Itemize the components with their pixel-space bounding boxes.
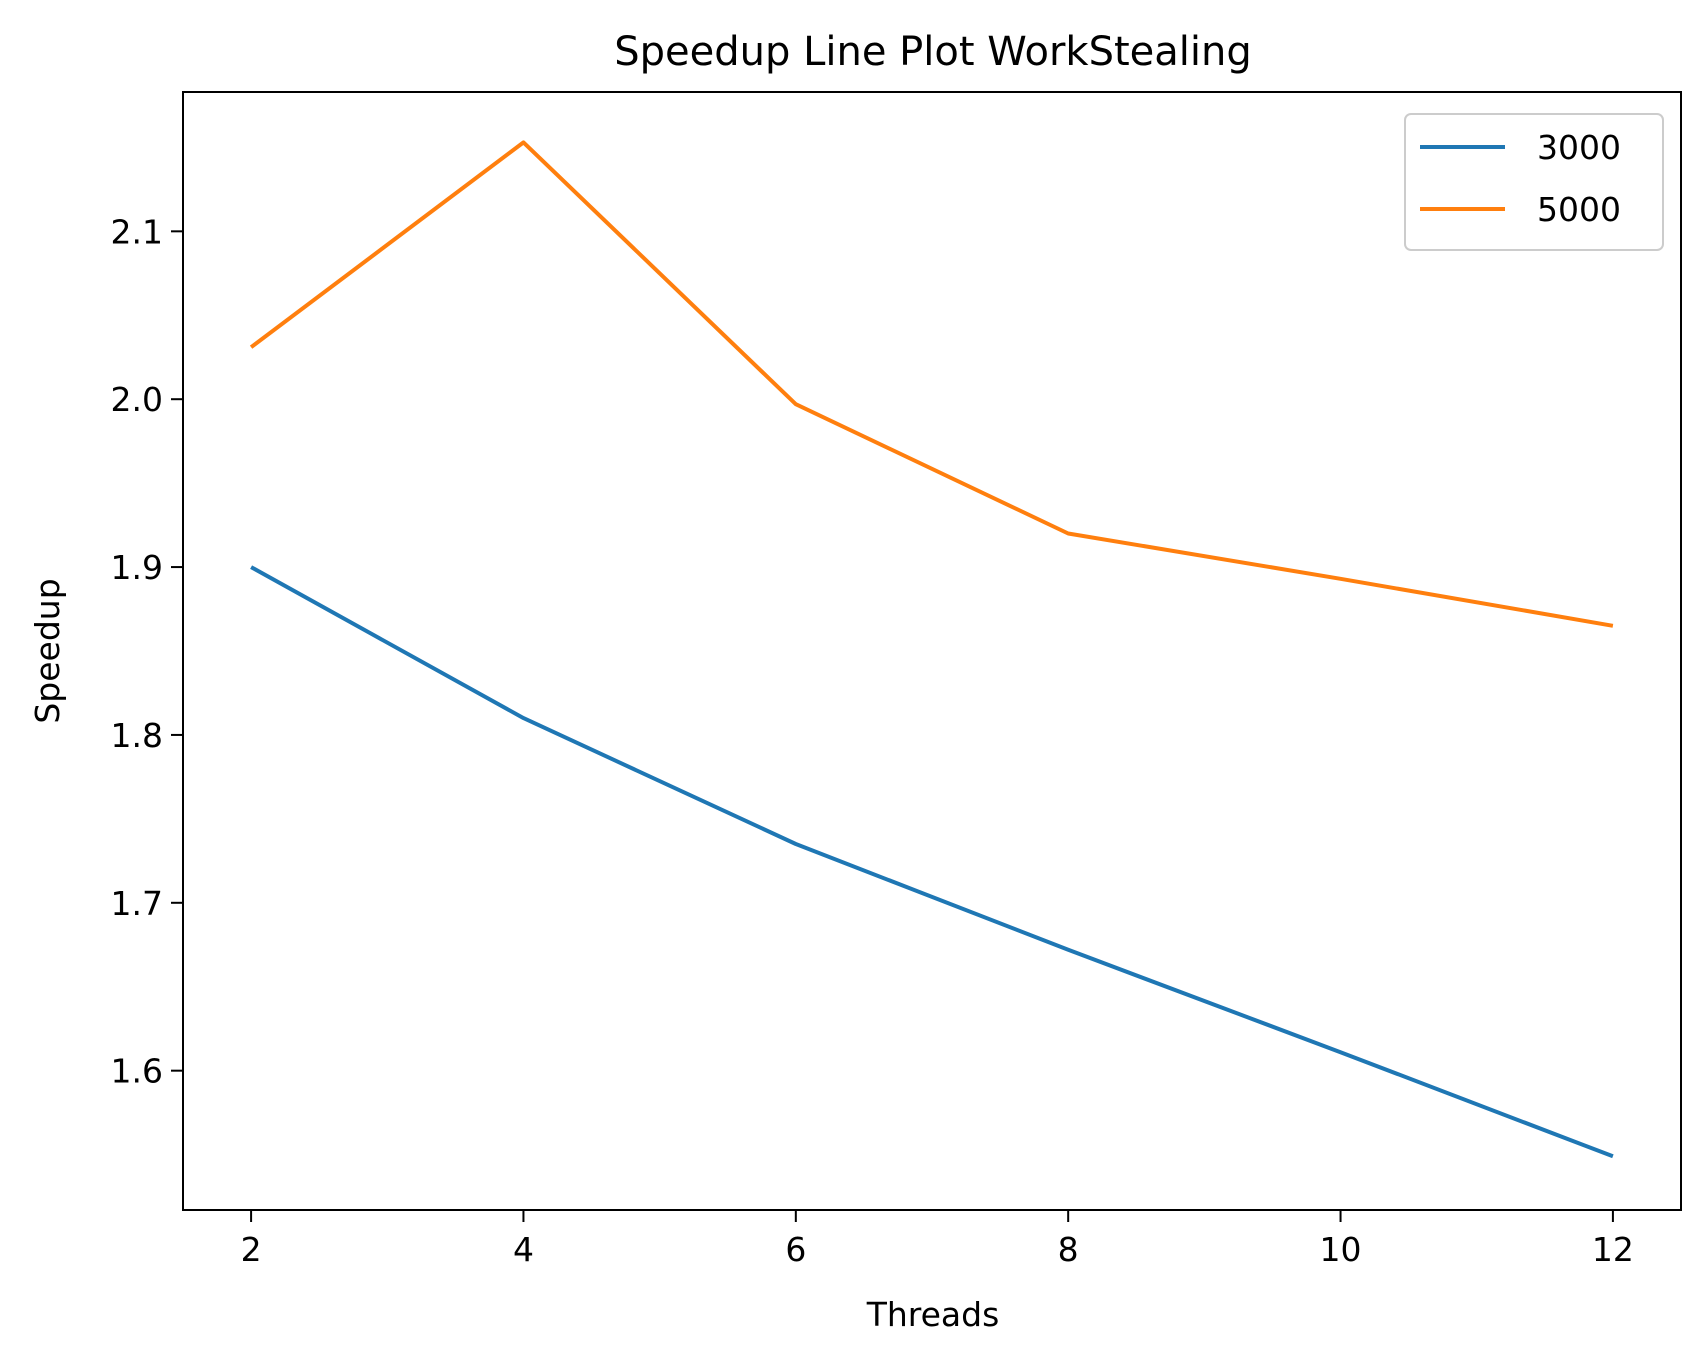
y-tick-label: 1.7 bbox=[111, 884, 163, 923]
chart-title: Speedup Line Plot WorkStealing bbox=[614, 29, 1251, 75]
x-tick-label: 4 bbox=[513, 1230, 534, 1269]
series-line-3000 bbox=[250, 565, 1614, 1159]
plot-frame bbox=[182, 91, 1682, 1211]
y-tick-label: 1.8 bbox=[111, 716, 163, 755]
x-tick-label: 12 bbox=[1592, 1230, 1634, 1269]
x-tick-label: 8 bbox=[1058, 1230, 1079, 1269]
y-tick-label: 1.9 bbox=[111, 548, 163, 587]
y-tick-label: 2.0 bbox=[111, 380, 163, 419]
series-layer bbox=[249, 140, 1614, 1159]
x-axis-label: Threads bbox=[866, 1295, 1000, 1334]
y-axis-ticks: 1.6 1.7 1.8 1.9 2.0 2.1 bbox=[111, 212, 183, 1091]
legend-label: 5000 bbox=[1537, 190, 1621, 229]
legend: 3000 5000 bbox=[1404, 113, 1664, 251]
x-tick-label: 10 bbox=[1320, 1230, 1362, 1269]
y-tick-label: 1.6 bbox=[111, 1052, 163, 1091]
series-line-5000 bbox=[249, 140, 1614, 628]
x-tick-label: 2 bbox=[241, 1230, 262, 1269]
y-axis-label: Speedup bbox=[28, 578, 67, 723]
legend-box bbox=[1404, 113, 1664, 251]
x-axis-ticks: 2 4 6 8 10 12 bbox=[241, 1210, 1634, 1269]
x-tick-label: 6 bbox=[785, 1230, 806, 1269]
y-tick-label: 2.1 bbox=[111, 212, 163, 251]
legend-label: 3000 bbox=[1537, 128, 1621, 167]
